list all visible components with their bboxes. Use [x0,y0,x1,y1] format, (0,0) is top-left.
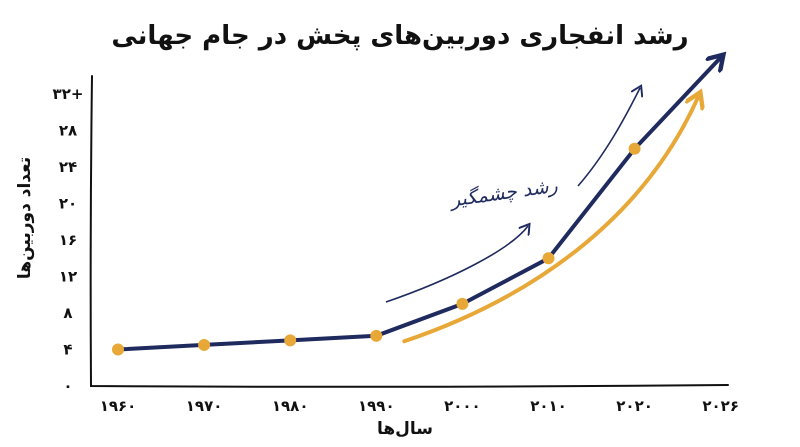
data-points [112,142,641,356]
axes-lines [89,75,729,388]
chart-title: رشد انفجاری دوربین‌های پخش در جام جهانی [111,21,688,51]
annotation-arrow-upper [577,88,640,187]
data-point [284,334,297,347]
y-tick-label: ۱۶ [59,231,77,249]
y-tick-label: ۸ [63,304,72,322]
data-point [456,297,469,310]
x-tick-labels: ۱۹۶۰ ۱۹۷۰ ۱۹۸۰ ۱۹۹۰ ۲۰۰۰ ۲۰۱۰ ۲۰۲۰ ۲۰۲۶ [100,397,739,415]
y-tick-label: ۴ [63,341,72,359]
y-tick-label: ۲۰ [59,195,77,213]
annotation-arrow-lower [385,226,528,303]
x-tick-label: ۱۹۹۰ [358,397,395,415]
y-tick-labels: ۰ ۴ ۸ ۱۲ ۱۶ ۲۰ ۲۴ ۲۸ ۳۲+ [53,85,84,395]
y-tick-label: ۲۴ [59,158,77,176]
data-point [628,142,641,155]
x-tick-label: ۲۰۲۰ [616,397,653,415]
y-tick-label: ۲۸ [59,122,77,140]
x-tick-label: ۲۰۰۰ [444,397,481,415]
growth-annotation: رشد چشمگیر [447,174,559,212]
y-tick-label: ۱۲ [59,268,77,286]
x-tick-label: ۱۹۶۰ [100,397,137,415]
x-tick-label: ۱۹۷۰ [186,397,223,415]
y-tick-label: ۰ [63,377,72,395]
data-point [112,343,124,356]
x-tick-label: ۲۰۱۰ [530,397,567,415]
data-point [198,338,211,351]
series-line [116,58,721,352]
x-axis-title: سال‌ها [377,419,433,439]
data-point [370,329,383,342]
x-tick-label: ۱۹۸۰ [272,397,309,415]
data-point [542,252,555,265]
y-axis-title: تعداد دوربین‌ها [15,157,35,279]
trend-curve [402,96,698,344]
x-tick-label: ۲۰۲۶ [702,397,739,415]
y-tick-label: ۳۲+ [53,85,84,103]
